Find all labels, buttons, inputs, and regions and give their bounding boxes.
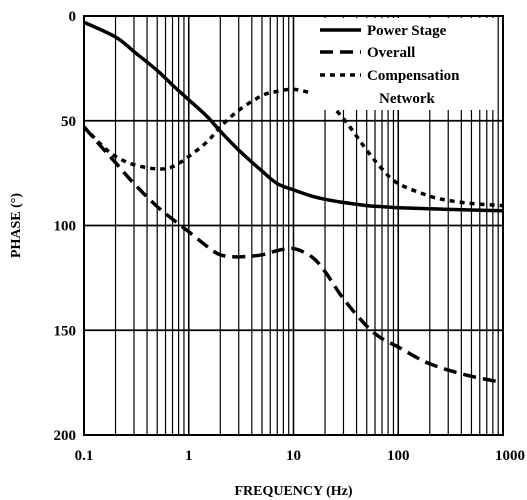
legend-label: Overall: [367, 45, 415, 61]
series-line-compensation-network: [82, 87, 504, 208]
y-tick-label: 100: [54, 219, 77, 235]
series-lines: [82, 20, 504, 385]
legend-label: Power Stage: [367, 23, 447, 39]
plot-frame: [83, 15, 504, 436]
y-tick-label: 200: [54, 428, 77, 444]
y-tick-label: 0: [69, 9, 77, 25]
series-line-power-stage: [83, 20, 504, 213]
y-tick-label: 150: [54, 323, 77, 339]
tick-labels: 0 50 100 150 200 0.1 1 10 100 1000: [54, 9, 526, 464]
series-line-overall: [82, 125, 504, 385]
x-tick-label: 100: [387, 448, 410, 464]
legend-background: [312, 18, 496, 110]
y-tick-label: 50: [61, 114, 76, 130]
x-tick-label: 10: [286, 448, 301, 464]
x-axis-label: FREQUENCY (Hz): [234, 484, 352, 499]
x-tick-label: 1000: [495, 448, 525, 464]
legend-label: Network: [379, 91, 435, 107]
x-tick-label: 1: [185, 448, 193, 464]
x-tick-label: 0.1: [75, 448, 94, 464]
legend-label: Compensation: [367, 68, 460, 84]
legend: Power Stage Overall Compensation Network: [320, 23, 460, 107]
y-axis-label: PHASE (°): [9, 193, 24, 258]
